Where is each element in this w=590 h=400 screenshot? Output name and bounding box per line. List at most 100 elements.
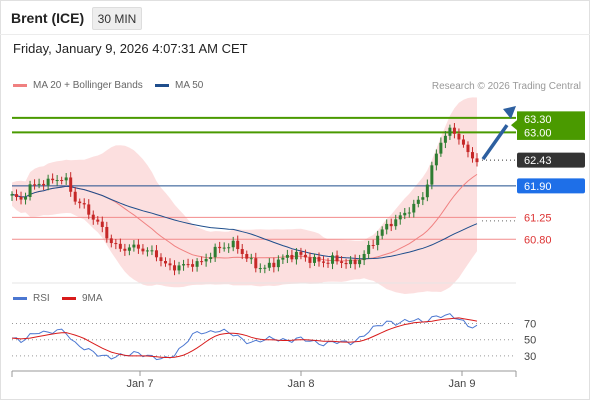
candle-body (46, 178, 50, 186)
source-credit: Research © 2026 Trading Central (431, 81, 581, 92)
ma20-swatch (13, 84, 27, 87)
candle-body (272, 262, 276, 268)
moving-averages (11, 173, 478, 262)
candle-body (421, 197, 425, 200)
candle-body (452, 127, 456, 134)
resistance-pointer (511, 120, 517, 131)
legend-ma50: MA 50 (155, 80, 203, 91)
candle-body (91, 214, 95, 220)
candle-body (340, 261, 344, 263)
candle-body (281, 257, 285, 260)
candle-body (344, 262, 348, 265)
candle-body (407, 212, 411, 214)
candle-body (326, 262, 330, 264)
candle-body (163, 261, 167, 264)
pivot-label: 61.90 (524, 181, 552, 193)
rsi-level-label: 50 (524, 335, 536, 347)
candle-body (317, 256, 321, 262)
candle-body (394, 219, 398, 227)
candle-body (349, 259, 353, 265)
candle-body (425, 184, 429, 198)
candle-body (96, 219, 100, 222)
candle-body (222, 247, 226, 249)
legend-ma20: MA 20 + Bollinger Bands (13, 80, 143, 91)
candle-body (127, 247, 131, 251)
candle-body (461, 139, 465, 145)
candle-body (443, 135, 447, 143)
rsi-line (11, 313, 478, 361)
ma20-label: MA 20 + Bollinger Bands (33, 80, 143, 91)
candle-body (177, 265, 181, 271)
rsi-ma-line (11, 317, 478, 358)
resistance-label: 63.30 (524, 114, 552, 126)
candle-body (100, 221, 104, 227)
bollinger-bands (12, 97, 477, 295)
candle-body (105, 226, 109, 239)
candle-body (82, 203, 86, 205)
bollinger-band-fill (12, 97, 477, 295)
header-divider (0, 34, 590, 35)
candle-body (42, 183, 46, 186)
rsi-panel: 70 50 30 (11, 282, 536, 363)
candle-body (123, 248, 127, 251)
candle-body (109, 238, 113, 244)
candle-body (10, 194, 14, 196)
candle-body (78, 201, 82, 204)
candle-body (276, 259, 280, 268)
candle-body (51, 178, 55, 181)
candle-body (312, 256, 316, 263)
candle-body (299, 251, 303, 255)
candle-body (263, 267, 267, 269)
candle-body (182, 264, 186, 266)
candle-body (412, 203, 416, 213)
candle-body (335, 255, 339, 262)
candle-body (353, 259, 357, 265)
legend-rsi: RSI (13, 293, 50, 304)
rsi-ma-swatch (62, 297, 76, 300)
candle-body (434, 153, 438, 166)
candle-body (249, 258, 253, 260)
candle-body (114, 243, 118, 245)
candle-body (389, 223, 393, 227)
candle-body (308, 257, 312, 263)
candle-body (154, 250, 158, 258)
x-axis: Jan 7 Jan 8 Jan 9 (11, 370, 517, 390)
candle-body (69, 177, 73, 192)
candle-body (236, 240, 240, 250)
ma50-line (11, 185, 478, 260)
candle-body (15, 194, 19, 198)
candle-body (28, 184, 32, 197)
candle-body (118, 243, 122, 249)
candle-body (240, 249, 244, 255)
ma50-swatch (155, 84, 169, 87)
candle-body (245, 254, 249, 259)
arrow-shaft (481, 124, 509, 161)
candle-body (466, 144, 470, 153)
candle-body (358, 260, 362, 265)
timeframe-selector[interactable]: 30 MIN (92, 7, 142, 30)
candle-body (191, 264, 195, 267)
candle-body (159, 257, 163, 262)
candle-body (380, 229, 384, 236)
candle-body (285, 254, 289, 258)
candle-body (457, 133, 461, 140)
candle-body (19, 197, 23, 200)
last-price-tag (517, 152, 585, 168)
last-price-label: 62.43 (524, 155, 552, 167)
candle-body (294, 251, 298, 260)
candle-body (258, 268, 262, 270)
candle-body (371, 244, 375, 246)
candle-body (416, 199, 420, 204)
candle-body (141, 248, 145, 252)
candle-body (145, 250, 149, 252)
x-axis-label: Jan 7 (127, 378, 154, 390)
forecast-arrow (481, 106, 516, 161)
candle-body (55, 180, 59, 182)
candle-body (231, 240, 235, 248)
candle-body (60, 180, 64, 182)
candle-body (136, 244, 140, 249)
candle-body (475, 158, 479, 163)
ma50-label: MA 50 (175, 80, 204, 91)
